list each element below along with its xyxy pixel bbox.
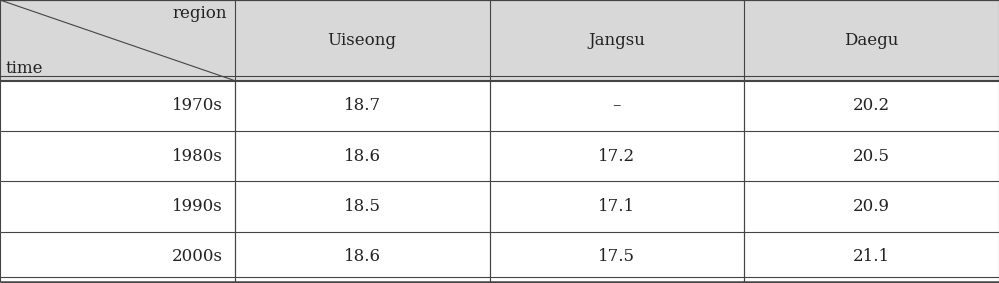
Text: Uiseong: Uiseong	[328, 32, 397, 49]
Bar	[0, 181, 235, 232]
Bar	[744, 0, 999, 81]
Text: 20.5: 20.5	[853, 148, 890, 165]
Text: 2000s: 2000s	[172, 248, 223, 265]
Text: time: time	[6, 60, 44, 77]
Text: 1990s: 1990s	[172, 198, 223, 215]
Text: 20.2: 20.2	[853, 97, 890, 114]
Text: Jangsu: Jangsu	[588, 32, 645, 49]
Text: 18.5: 18.5	[344, 198, 381, 215]
Bar	[490, 181, 744, 232]
Bar	[235, 181, 490, 232]
Text: 20.9: 20.9	[853, 198, 890, 215]
Bar	[490, 0, 744, 81]
Bar	[0, 0, 235, 81]
Bar	[235, 0, 490, 81]
Text: 18.7: 18.7	[344, 97, 381, 114]
Text: region: region	[172, 5, 227, 22]
Text: 17.5: 17.5	[598, 248, 635, 265]
Text: 21.1: 21.1	[853, 248, 890, 265]
Bar	[235, 131, 490, 181]
Text: 18.6: 18.6	[344, 248, 381, 265]
Bar	[744, 81, 999, 131]
Bar	[744, 181, 999, 232]
Text: 1980s: 1980s	[172, 148, 223, 165]
Text: 1970s: 1970s	[172, 97, 223, 114]
Text: 17.1: 17.1	[598, 198, 635, 215]
Text: 18.6: 18.6	[344, 148, 381, 165]
Bar	[0, 232, 235, 282]
Bar	[0, 131, 235, 181]
Bar	[235, 232, 490, 282]
Bar	[0, 81, 235, 131]
Bar	[744, 131, 999, 181]
Text: –: –	[612, 97, 621, 114]
Bar	[490, 232, 744, 282]
Bar	[744, 232, 999, 282]
Bar	[490, 81, 744, 131]
Bar	[490, 131, 744, 181]
Text: Daegu: Daegu	[844, 32, 899, 49]
Text: 17.2: 17.2	[598, 148, 635, 165]
Bar	[235, 81, 490, 131]
